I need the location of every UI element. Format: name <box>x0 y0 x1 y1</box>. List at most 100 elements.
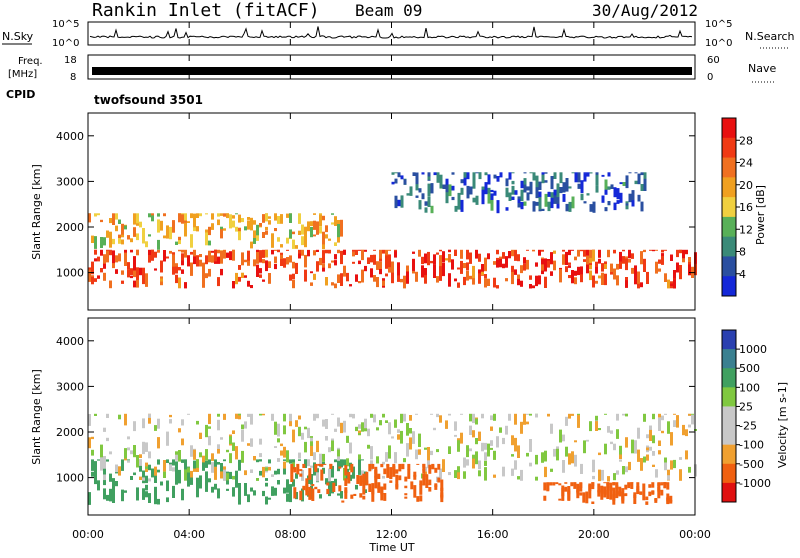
power-cell <box>499 258 502 268</box>
vel-cell <box>310 465 313 468</box>
power-colorbar-swatch <box>722 236 736 257</box>
vel-cell <box>397 434 400 440</box>
vel-cell <box>283 468 286 475</box>
vel-cell <box>334 478 337 486</box>
power-cell <box>280 214 283 224</box>
power-cell <box>445 194 449 204</box>
vel-cell <box>305 484 309 496</box>
power-cell <box>178 277 181 289</box>
velocity-colorbar-frame <box>721 329 737 503</box>
power-cell <box>640 282 643 288</box>
power-cell <box>646 271 649 284</box>
vel-cell <box>571 451 574 464</box>
power-cell <box>229 251 232 261</box>
power-cell <box>553 250 556 254</box>
power-cell <box>463 263 466 269</box>
vel-cell <box>178 469 181 473</box>
y-tick-label: 4000 <box>56 335 84 348</box>
power-cell <box>580 266 583 275</box>
vel-cell <box>386 464 390 478</box>
power-cell <box>580 249 583 252</box>
vel-cell <box>580 463 583 474</box>
power-cell <box>337 224 340 238</box>
vel-cell <box>196 465 199 472</box>
power-cell <box>619 251 622 262</box>
power-cell <box>451 172 455 175</box>
vel-cell <box>664 458 667 471</box>
vel-cell <box>374 475 378 489</box>
power-cell <box>586 193 590 196</box>
power-cell <box>223 213 226 217</box>
vel-cell <box>610 441 613 445</box>
power-cell <box>544 258 547 272</box>
vel-cell <box>121 459 124 471</box>
nsky-tick-high: 10^5 <box>52 19 79 30</box>
vel-cell <box>643 456 646 463</box>
vel-cell <box>649 425 652 433</box>
x-axis-label: Time UT <box>368 541 414 554</box>
vel-cell <box>172 467 175 472</box>
vel-cell <box>469 413 472 422</box>
vel-cell <box>543 482 547 491</box>
power-cell <box>253 238 256 244</box>
power-cell <box>604 179 608 190</box>
power-cell <box>217 256 220 264</box>
power-cell <box>316 221 319 235</box>
vel-cell <box>166 483 169 492</box>
vel-cell <box>94 471 97 485</box>
vel-cell <box>118 466 121 476</box>
vel-cell <box>208 426 211 429</box>
vel-cell <box>298 452 301 459</box>
vel-cell <box>217 449 220 454</box>
power-cell <box>154 268 157 271</box>
vel-cell <box>238 413 241 420</box>
vel-cell <box>634 440 637 454</box>
power-cell <box>238 265 241 270</box>
vel-cell <box>642 495 646 501</box>
vel-cell <box>520 421 523 434</box>
vel-cell <box>310 437 313 442</box>
vel-cell <box>277 468 280 475</box>
vel-cell <box>295 420 298 427</box>
power-cell <box>517 254 520 262</box>
vel-cell <box>274 470 277 475</box>
vel-cell <box>326 482 330 486</box>
vel-cell <box>493 474 496 478</box>
vel-cell <box>157 418 160 429</box>
power-cell <box>310 282 313 286</box>
power-cell <box>661 255 664 265</box>
vel-cell <box>100 458 103 471</box>
power-cell <box>634 271 637 285</box>
power-cell <box>595 261 598 267</box>
vel-cell <box>343 459 346 466</box>
power-cell <box>376 277 379 288</box>
power-cell <box>346 272 349 282</box>
nave-label: Nave <box>748 62 776 75</box>
vel-cell <box>265 496 268 505</box>
power-cell <box>454 249 457 256</box>
vel-cell <box>223 469 226 481</box>
power-cell <box>688 264 691 276</box>
vel-cell <box>407 463 411 470</box>
vel-cell <box>103 474 106 481</box>
vel-cell <box>570 482 574 487</box>
vel-cell <box>184 469 187 481</box>
vel-cell <box>346 458 349 467</box>
power-cell <box>580 180 584 194</box>
vel-cell <box>553 448 556 457</box>
vel-cell <box>349 474 352 481</box>
power-cell <box>454 278 457 282</box>
vel-cell <box>371 483 375 495</box>
power-cell <box>247 250 250 261</box>
vel-cell <box>404 485 408 489</box>
power-cell <box>280 254 283 260</box>
power-cell <box>103 272 106 281</box>
vel-cell <box>413 474 417 477</box>
power-cell <box>484 182 488 195</box>
power-cell <box>598 258 601 264</box>
power-cell <box>100 219 103 223</box>
vel-cell <box>395 484 399 490</box>
power-cell <box>298 253 301 259</box>
power-cell <box>616 190 620 197</box>
